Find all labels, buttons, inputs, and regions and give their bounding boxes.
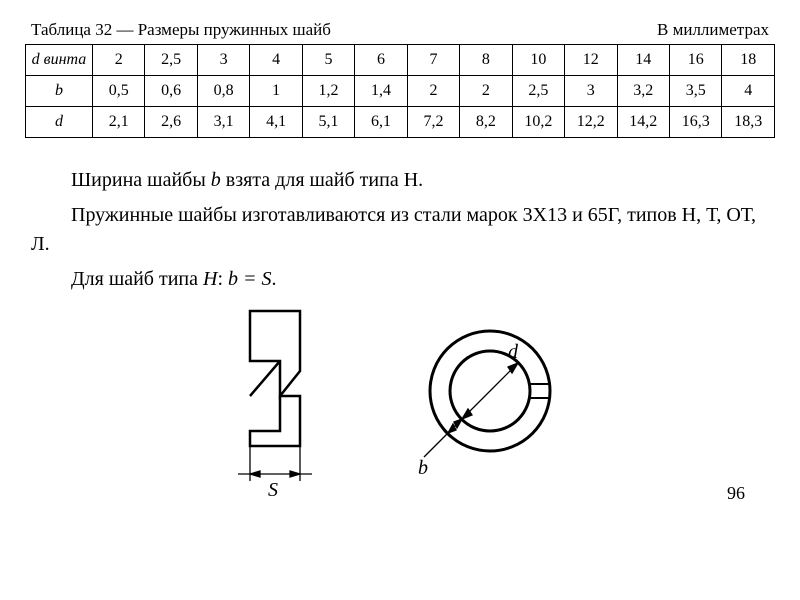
ring-view-svg: d b [380,306,590,501]
body-text: Ширина шайбы b взята для шайб типа Н. Пр… [25,166,775,294]
table-row: d винта 22,53 456 7810 121416 18 [26,45,775,76]
row-label: d [26,107,93,138]
table-row: d 2,12,63,1 4,15,16,1 7,28,210,2 12,214,… [26,107,775,138]
label-s: S [268,479,278,501]
paragraph: Пружинные шайбы изготавливаются из стали… [31,201,769,259]
table-header: Таблица 32 — Размеры пружинных шайб В ми… [25,20,775,44]
side-view-svg: S [210,306,350,501]
dimensions-table: d винта 22,53 456 7810 121416 18 b 0,50,… [25,44,775,138]
diagram: S d b [25,306,775,501]
paragraph: Для шайб типа Н: b = S. [31,265,769,294]
table-row: b 0,50,60,8 11,21,4 222,5 33,23,5 4 [26,76,775,107]
row-label: d винта [26,45,93,76]
label-b: b [418,457,428,479]
label-d: d [508,341,519,363]
title-right: В миллиметрах [657,20,769,40]
row-label: b [26,76,93,107]
title-left: Таблица 32 — Размеры пружинных шайб [31,20,331,40]
paragraph: Ширина шайбы b взята для шайб типа Н. [31,166,769,195]
